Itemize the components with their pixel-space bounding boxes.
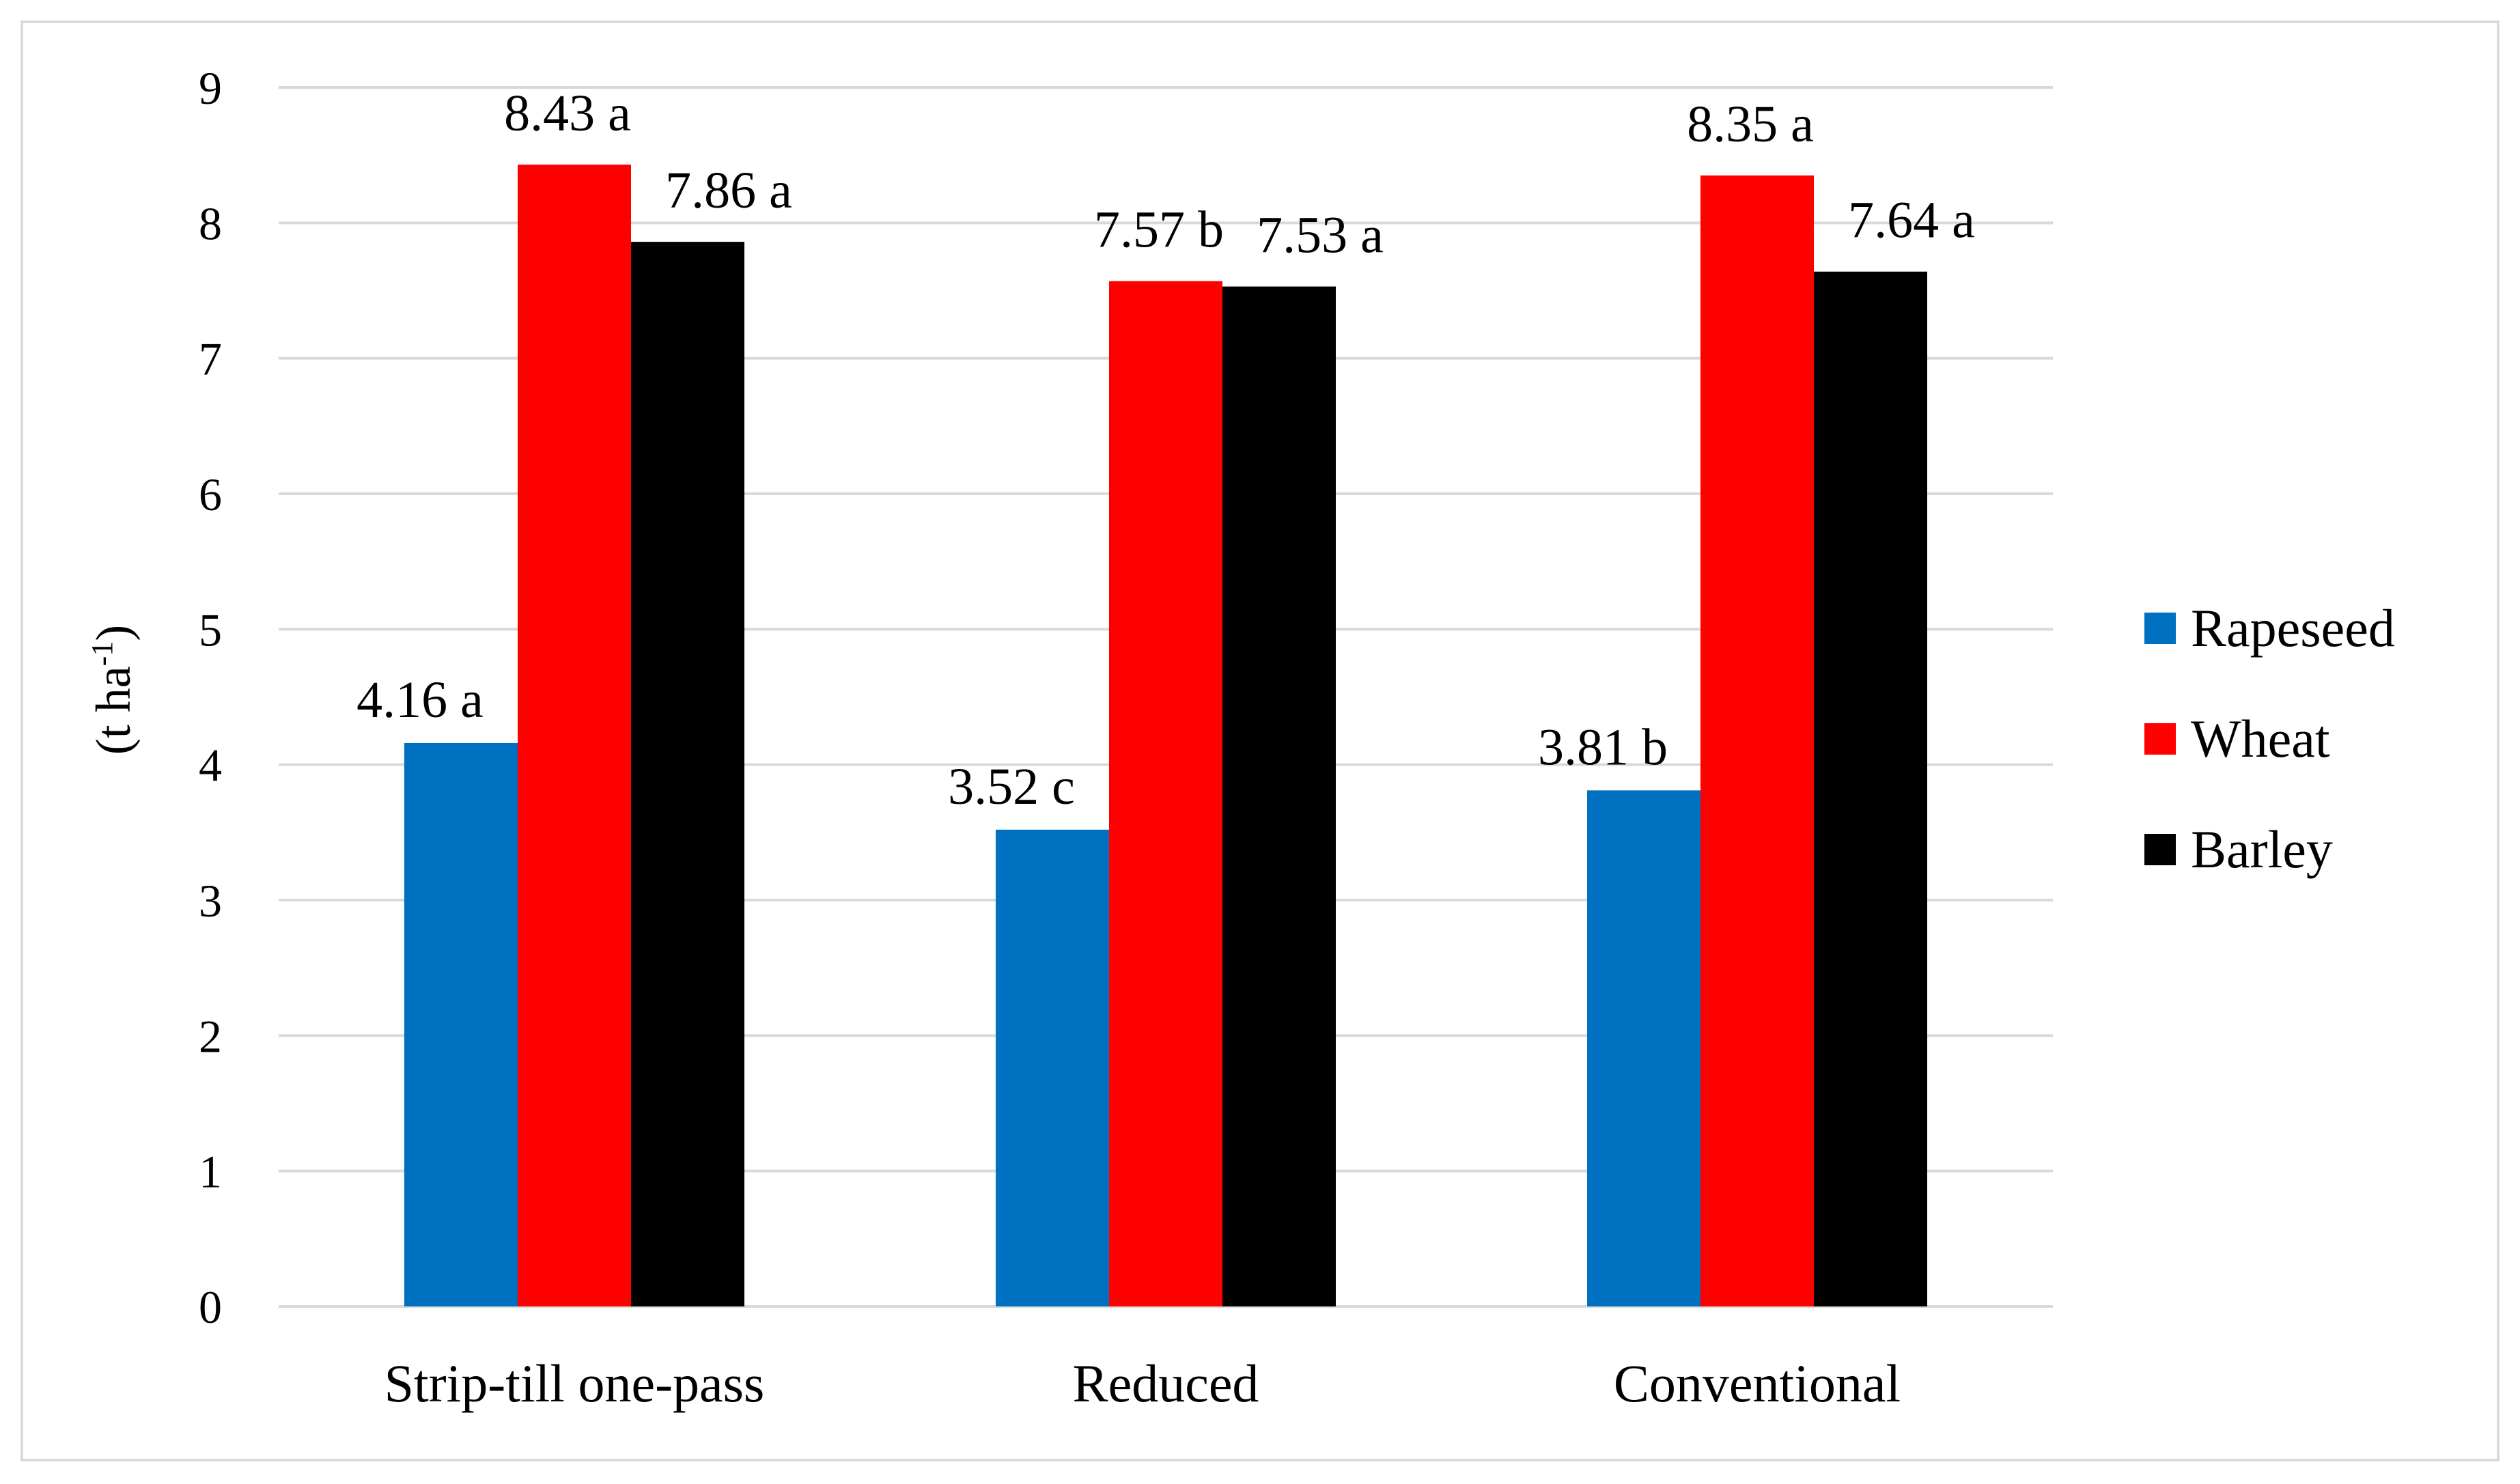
legend-label-wheat: Wheat bbox=[2191, 709, 2330, 768]
y-tick-label: 2 bbox=[199, 1010, 222, 1062]
bar-barley-2 bbox=[1222, 286, 1336, 1306]
y-tick-label: 1 bbox=[199, 1146, 222, 1198]
y-tick-label: 9 bbox=[199, 62, 222, 114]
data-label-wheat: 7.57 b bbox=[1094, 201, 1224, 259]
data-label-barley: 7.86 a bbox=[665, 162, 792, 219]
bar-barley-3 bbox=[1814, 271, 1927, 1306]
legend: Rapeseed Wheat Barley bbox=[2144, 598, 2395, 879]
legend-swatch-barley bbox=[2144, 834, 2176, 865]
bar-barley-1 bbox=[631, 242, 744, 1307]
x-category-label: Strip-till one-pass bbox=[384, 1354, 765, 1413]
bar-wheat-1 bbox=[518, 165, 631, 1306]
y-axis-title-superscript: -1 bbox=[85, 641, 119, 667]
y-tick-label: 4 bbox=[199, 740, 222, 792]
bars bbox=[404, 165, 1927, 1307]
y-axis-ticks: 0 1 2 3 4 5 6 7 8 9 bbox=[199, 62, 222, 1333]
y-axis-title-main: (t ha bbox=[86, 666, 141, 755]
y-axis-title-close: ) bbox=[86, 625, 141, 641]
legend-swatch-rapeseed bbox=[2144, 613, 2176, 644]
legend-label-barley: Barley bbox=[2191, 820, 2333, 879]
y-tick-label: 3 bbox=[199, 875, 222, 927]
data-label-rapeseed: 3.81 b bbox=[1538, 718, 1668, 776]
data-label-rapeseed: 4.16 a bbox=[356, 671, 484, 729]
x-category-label: Reduced bbox=[1073, 1354, 1259, 1413]
data-label-wheat: 8.43 a bbox=[504, 85, 631, 142]
legend-swatch-wheat bbox=[2144, 723, 2176, 755]
bar-wheat-2 bbox=[1109, 281, 1222, 1306]
bar-rapeseed-3 bbox=[1587, 790, 1700, 1306]
bar-rapeseed-2 bbox=[996, 829, 1109, 1306]
data-label-wheat: 8.35 a bbox=[1687, 96, 1814, 153]
y-axis-title: (t ha-1) bbox=[85, 625, 141, 755]
data-labels: 4.16 a 8.43 a 7.86 a 3.52 c 7.57 b 7.53 a 3.81… bbox=[356, 85, 1975, 815]
x-category-label: Conventional bbox=[1614, 1354, 1901, 1413]
data-label-rapeseed: 3.52 c bbox=[948, 758, 1075, 815]
y-tick-label: 0 bbox=[199, 1281, 222, 1333]
data-label-barley: 7.64 a bbox=[1848, 192, 1975, 249]
legend-label-rapeseed: Rapeseed bbox=[2191, 598, 2395, 658]
x-axis-categories: Strip-till one-pass Reduced Conventional bbox=[384, 1354, 1901, 1413]
bar-wheat-3 bbox=[1700, 175, 1814, 1307]
bar-rapeseed-1 bbox=[404, 742, 518, 1306]
y-tick-label: 8 bbox=[199, 197, 222, 249]
y-tick-label: 5 bbox=[199, 604, 222, 656]
y-tick-label: 7 bbox=[199, 333, 222, 385]
y-tick-label: 6 bbox=[199, 468, 222, 520]
data-label-barley: 7.53 a bbox=[1257, 207, 1384, 264]
